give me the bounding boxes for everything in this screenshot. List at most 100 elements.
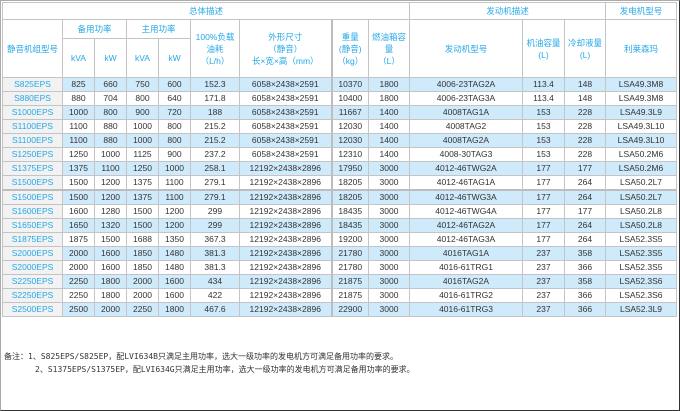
table-cell: 279.1 — [190, 189, 240, 205]
table-cell: 1100 — [62, 119, 95, 134]
table-cell: 152.3 — [190, 77, 240, 92]
table-cell: 1400 — [368, 119, 410, 134]
col-prime-kva: kVA — [126, 38, 159, 78]
col-model: 静音机组型号 — [2, 19, 63, 78]
table-cell: LSA50.2L8 — [605, 218, 678, 233]
table-cell: 12192×2438×2896 — [239, 302, 333, 317]
table-cell: 1000 — [126, 119, 159, 134]
model-cell: S1375EPS — [2, 161, 63, 176]
table-cell: 1280 — [94, 204, 127, 219]
col-fuel-consumption: 100%负载 油耗 （L/h） — [190, 19, 240, 78]
table-cell: 21875 — [331, 274, 369, 289]
table-cell: 177 — [522, 175, 565, 191]
col-standby-kw: kW — [94, 38, 127, 78]
table-cell: 228 — [563, 133, 607, 148]
table-cell: 12030 — [331, 133, 369, 148]
table-cell: 1500 — [62, 189, 95, 205]
table-cell: 4016-61TRG3 — [409, 302, 523, 317]
table-cell: LSA50.2M6 — [605, 147, 678, 162]
table-cell: 264 — [563, 189, 607, 205]
table-cell: 1688 — [126, 232, 159, 247]
table-cell: 1000 — [62, 105, 95, 120]
table-cell: 177 — [522, 189, 565, 205]
table-cell: 6058×2438×2591 — [239, 105, 333, 120]
table-cell: LSA52.3S6 — [605, 274, 678, 289]
table-cell: 18435 — [331, 218, 369, 233]
table-cell: 880 — [94, 133, 127, 148]
table-cell: 1500 — [94, 232, 127, 247]
table-row: S1650EPS 1650 1320 1500 1200 299 12192×2438×28… — [2, 218, 678, 233]
table-cell: 18205 — [331, 189, 369, 205]
table-cell: 1875 — [62, 232, 95, 247]
table-cell: 12192×2438×2896 — [239, 218, 333, 233]
table-cell: LSA49.3L10 — [605, 119, 678, 134]
table-cell: 800 — [158, 119, 191, 134]
table-cell: 1000 — [94, 147, 127, 162]
table-cell: 381.3 — [190, 260, 240, 275]
table-cell: 148 — [563, 77, 607, 92]
table-cell: 113.4 — [522, 77, 565, 92]
table-cell: 12192×2438×2896 — [239, 246, 333, 261]
model-cell: S825EPS — [2, 77, 63, 92]
table-cell: 1375 — [126, 175, 159, 191]
table-body: S825EPS 825 660 750 600 152.3 6058×2438×2591 10… — [2, 77, 678, 317]
table-cell: 1350 — [158, 232, 191, 247]
note-1: 备注：1、S825EPS/S825EP，配LVI634B只满足主用功率，选大一级… — [4, 352, 398, 361]
table-row: S1100EPS 1100 880 1000 800 215.2 6058×2438×259… — [2, 133, 678, 148]
table-row: S2000EPS 2000 1600 1850 1480 381.3 12192×2438×… — [2, 260, 678, 275]
notes: 备注：1、S825EPS/S825EP，配LVI634B只满足主用功率，选大一级… — [4, 350, 415, 376]
table-cell: 12030 — [331, 119, 369, 134]
table-cell: 880 — [94, 119, 127, 134]
table-cell: 2250 — [126, 302, 159, 317]
table-cell: 12192×2438×2896 — [239, 175, 333, 191]
table-cell: 6058×2438×2591 — [239, 133, 333, 148]
table-cell: 1125 — [126, 147, 159, 162]
table-cell: 1480 — [158, 260, 191, 275]
table-cell: 12192×2438×2896 — [239, 274, 333, 289]
model-cell: S1100EPS — [2, 119, 63, 134]
table-cell: 153 — [522, 119, 565, 134]
table-cell: 12192×2438×2896 — [239, 232, 333, 247]
model-cell: S2000EPS — [2, 260, 63, 275]
table-cell: 4012-46TAG2A — [409, 218, 523, 233]
table-row: S2500EPS 2500 2000 2250 1800 467.6 12192×2438×… — [2, 302, 678, 317]
col-weight: 重量 (静音) （kg） — [331, 19, 369, 78]
table-cell: 18435 — [331, 204, 369, 219]
table-cell: 228 — [563, 105, 607, 120]
table-cell: LSA49.3L9 — [605, 105, 678, 120]
note-2: 2、S1375EPS/S1375EP，配LVI634G只满足主用功率，选大一级功… — [35, 365, 415, 374]
table-cell: 2000 — [126, 274, 159, 289]
table-cell: 228 — [563, 119, 607, 134]
model-cell: S1000EPS — [2, 105, 63, 120]
table-cell: 6058×2438×2591 — [239, 119, 333, 134]
table-cell: 367.3 — [190, 232, 240, 247]
table-cell: 3000 — [368, 232, 410, 247]
table-cell: 12192×2438×2896 — [239, 161, 333, 176]
table-row: S1500EPS 1500 1200 1375 1100 279.1 12192×2438×… — [2, 189, 678, 205]
model-cell: S880EPS — [2, 91, 63, 106]
table-cell: 800 — [126, 91, 159, 106]
table-cell: 4016-61TRG2 — [409, 288, 523, 303]
model-cell: S2500EPS — [2, 302, 63, 317]
table-cell: 1200 — [158, 204, 191, 219]
table-cell: 237.2 — [190, 147, 240, 162]
table-cell: LSA49.3M8 — [605, 91, 678, 106]
table-cell: LSA49.3M8 — [605, 77, 678, 92]
table-cell: 1500 — [62, 175, 95, 191]
table-cell: 900 — [158, 147, 191, 162]
table-cell: LSA52.3S5 — [605, 260, 678, 275]
table-cell: 1850 — [126, 260, 159, 275]
table-cell: 1400 — [368, 105, 410, 120]
table-row: S1500EPS 1500 1200 1375 1100 279.1 12192×2438×… — [2, 175, 678, 191]
model-cell: S1250EPS — [2, 147, 63, 162]
table-cell: 3000 — [368, 246, 410, 261]
col-prime-power: 主用功率 — [126, 19, 191, 39]
table-cell: 12192×2438×2896 — [239, 288, 333, 303]
table-cell: 4016TAG2A — [409, 274, 523, 289]
table-cell: 4012-46TWG3A — [409, 189, 523, 205]
table-cell: 1200 — [158, 218, 191, 233]
table-cell: 153 — [522, 147, 565, 162]
table-cell: 4012-46TAG1A — [409, 175, 523, 191]
table-cell: 237 — [522, 274, 565, 289]
model-cell: S2250EPS — [2, 274, 63, 289]
